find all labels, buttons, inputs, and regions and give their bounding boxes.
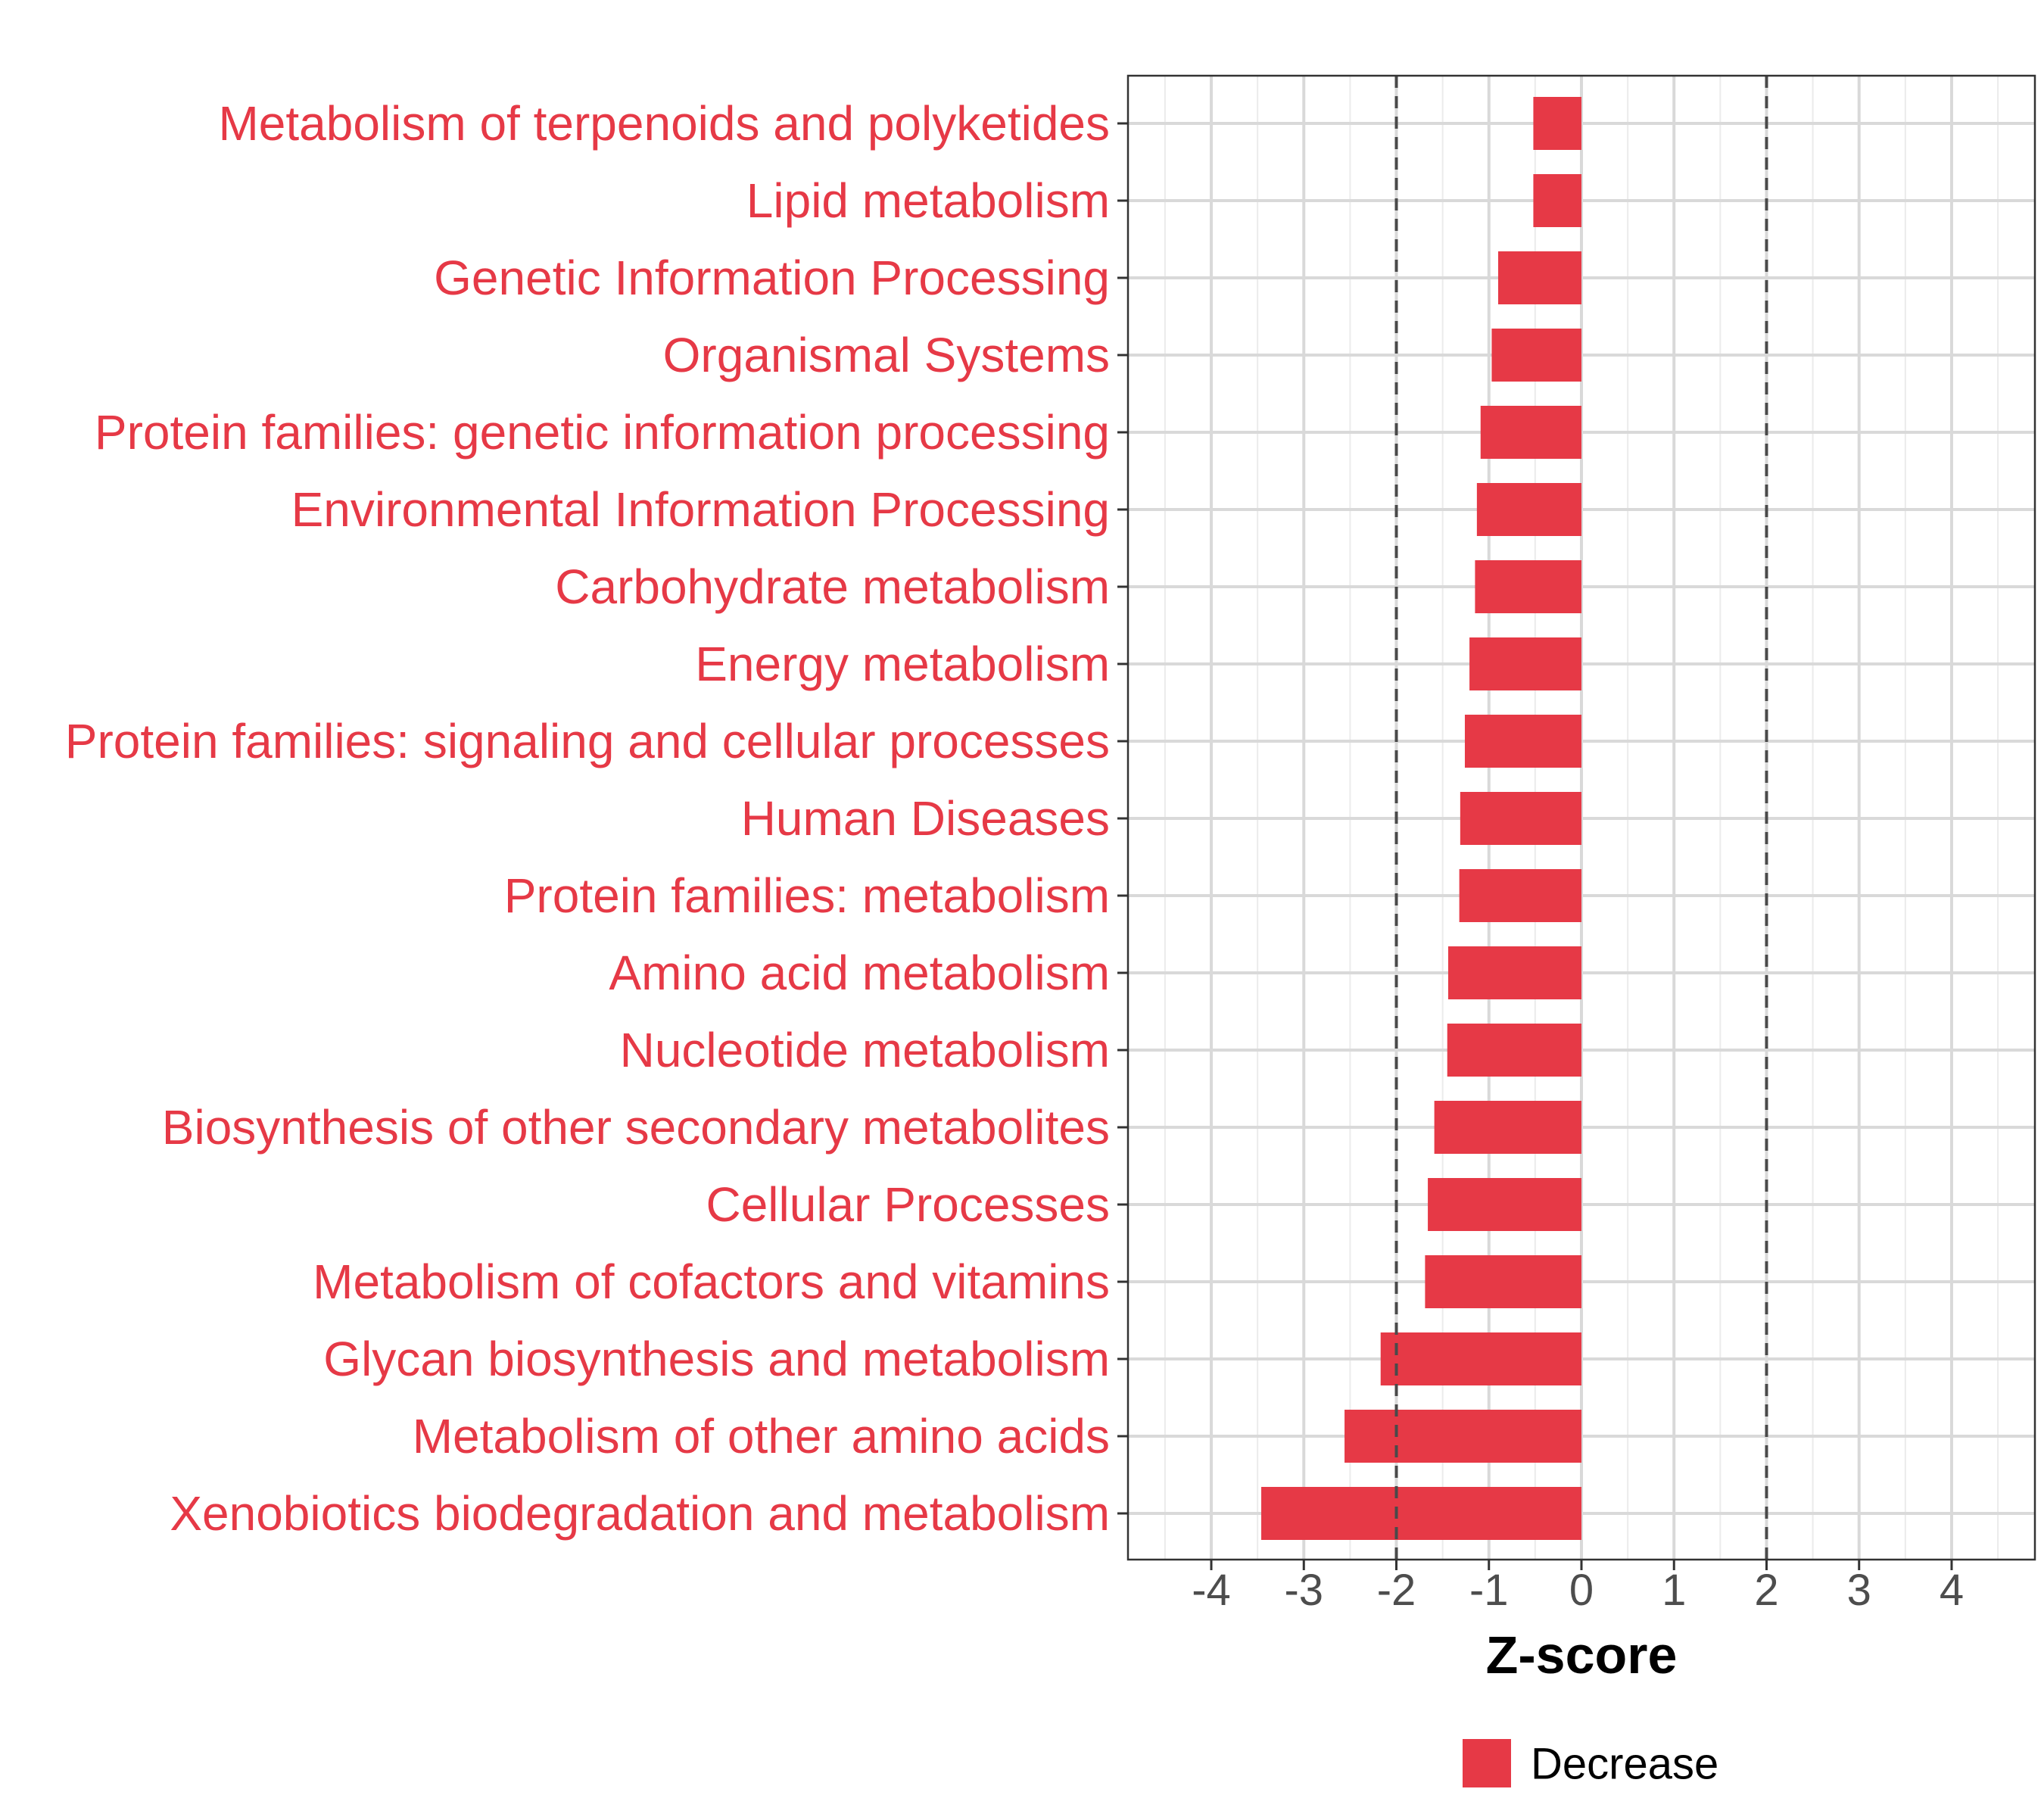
category-label: Amino acid metabolism [609, 946, 1110, 1000]
x-axis-title: Z-score [1486, 1625, 1678, 1685]
category-label: Organismal Systems [663, 328, 1110, 382]
bar-9 [1464, 715, 1581, 768]
x-tick-label: 3 [1847, 1566, 1871, 1615]
x-tick-label: -2 [1377, 1566, 1416, 1615]
category-label: Protein families: signaling and cellular… [65, 714, 1110, 768]
x-tick-label: 4 [1940, 1566, 1964, 1615]
category-label: Nucleotide metabolism [620, 1023, 1110, 1077]
category-label: Protein families: metabolism [504, 868, 1110, 923]
x-tick-label: -1 [1469, 1566, 1509, 1615]
bar-8 [1469, 637, 1581, 690]
x-tick-label: -4 [1192, 1566, 1231, 1615]
category-label: Glycan biosynthesis and metabolism [323, 1332, 1110, 1386]
category-label: Lipid metabolism [746, 173, 1110, 228]
bar-6 [1476, 483, 1581, 536]
legend-swatch [1463, 1739, 1511, 1787]
x-tick-label: 1 [1662, 1566, 1686, 1615]
bar-19 [1261, 1487, 1581, 1540]
category-label: Biosynthesis of other secondary metaboli… [162, 1100, 1110, 1155]
bar-2 [1533, 174, 1581, 227]
bar-13 [1447, 1024, 1581, 1077]
category-label: Protein families: genetic information pr… [95, 405, 1110, 460]
category-label: Energy metabolism [695, 637, 1110, 691]
bar-17 [1380, 1332, 1581, 1385]
bar-7 [1475, 560, 1581, 613]
category-label: Metabolism of cofactors and vitamins [313, 1254, 1110, 1309]
category-label: Xenobiotics biodegradation and metabolis… [170, 1486, 1110, 1541]
bar-5 [1480, 406, 1581, 459]
bar-14 [1434, 1101, 1581, 1154]
category-label: Environmental Information Processing [291, 482, 1110, 537]
category-label: Metabolism of other amino acids [413, 1409, 1110, 1463]
bar-12 [1447, 946, 1581, 999]
bar-15 [1428, 1178, 1581, 1231]
bar-10 [1460, 792, 1581, 845]
bar-11 [1459, 869, 1581, 922]
category-label: Metabolism of terpenoids and polyketides [218, 96, 1110, 151]
x-tick-label: 2 [1754, 1566, 1778, 1615]
category-label: Cellular Processes [706, 1177, 1110, 1232]
category-label: Genetic Information Processing [434, 251, 1110, 305]
x-tick-label: 0 [1569, 1566, 1594, 1615]
category-label: Carbohydrate metabolism [555, 559, 1110, 614]
legend-label: Decrease [1531, 1740, 1718, 1789]
category-label: Human Diseases [741, 791, 1110, 846]
bar-3 [1497, 251, 1581, 304]
bar-18 [1344, 1410, 1581, 1463]
bar-4 [1491, 329, 1581, 382]
bar-1 [1533, 97, 1581, 150]
x-tick-label: -3 [1284, 1566, 1323, 1615]
bar-16 [1425, 1255, 1581, 1308]
